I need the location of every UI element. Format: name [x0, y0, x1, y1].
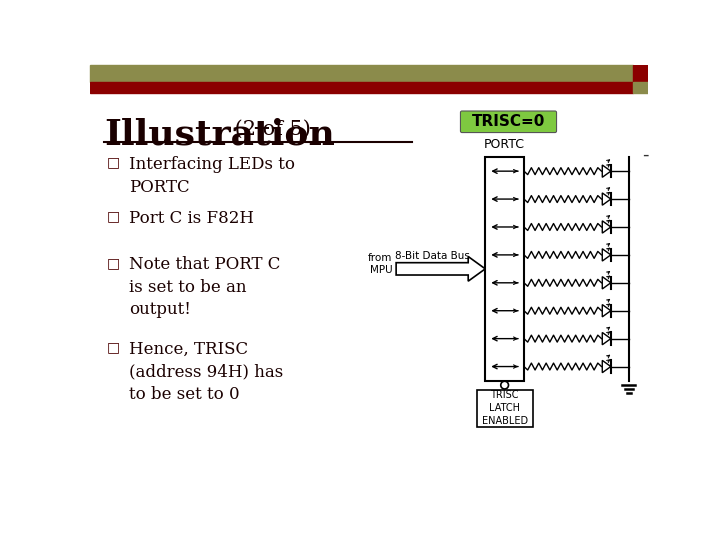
- Text: PORTC: PORTC: [484, 138, 525, 151]
- Text: -: -: [642, 146, 648, 164]
- Bar: [632, 82, 648, 92]
- Bar: [485, 157, 524, 381]
- Polygon shape: [602, 249, 611, 261]
- Text: TRISC=0: TRISC=0: [472, 114, 545, 129]
- Bar: [90, 65, 632, 82]
- Text: □: □: [107, 256, 120, 270]
- FancyBboxPatch shape: [461, 111, 557, 132]
- Text: 8-Bit Data Bus: 8-Bit Data Bus: [395, 251, 469, 261]
- Text: □: □: [107, 340, 120, 354]
- Polygon shape: [602, 360, 611, 373]
- Polygon shape: [602, 333, 611, 345]
- Polygon shape: [602, 276, 611, 289]
- Polygon shape: [602, 165, 611, 177]
- Polygon shape: [602, 221, 611, 233]
- Bar: [477, 390, 533, 427]
- Bar: [90, 82, 632, 92]
- Text: □: □: [107, 210, 120, 224]
- Circle shape: [500, 381, 508, 389]
- Text: □: □: [107, 156, 120, 170]
- Text: Note that PORT C
is set to be an
output!: Note that PORT C is set to be an output!: [129, 256, 280, 319]
- Polygon shape: [396, 256, 485, 281]
- Text: Port C is F82H: Port C is F82H: [129, 210, 253, 227]
- Text: Illustration: Illustration: [104, 117, 335, 151]
- Bar: [632, 65, 648, 82]
- Text: Hence, TRISC
(address 94H) has
to be set to 0: Hence, TRISC (address 94H) has to be set…: [129, 340, 283, 403]
- Polygon shape: [602, 193, 611, 205]
- Polygon shape: [602, 305, 611, 317]
- Text: (2 of 5): (2 of 5): [228, 120, 311, 139]
- Text: TRISC
LATCH
ENABLED: TRISC LATCH ENABLED: [482, 390, 528, 426]
- Text: from
MPU: from MPU: [368, 253, 392, 275]
- Text: Interfacing LEDs to
PORTC: Interfacing LEDs to PORTC: [129, 156, 294, 195]
